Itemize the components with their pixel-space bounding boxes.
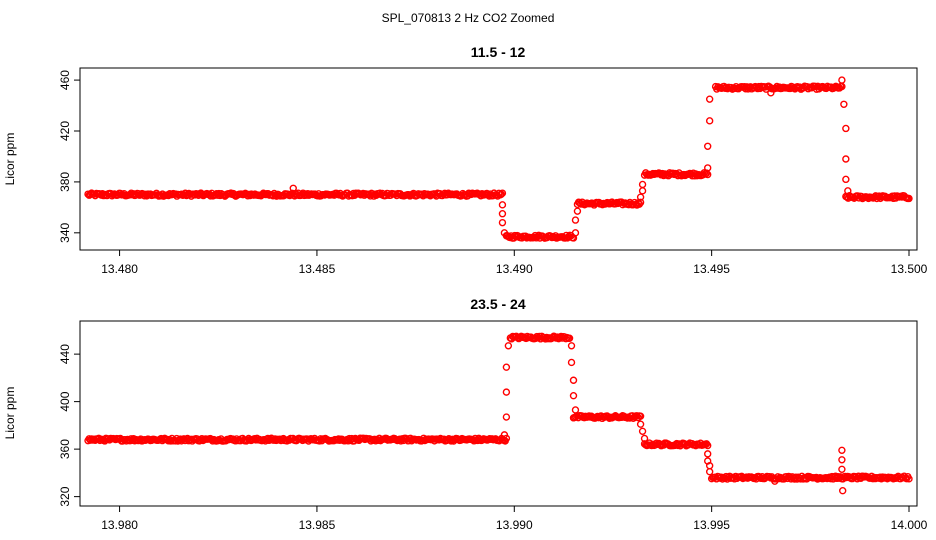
data-point bbox=[838, 456, 846, 464]
data-point bbox=[638, 187, 647, 195]
data-point bbox=[567, 358, 576, 367]
y-tick-label: 460 bbox=[58, 70, 72, 90]
y-axis-label: Licor ppm bbox=[3, 387, 17, 440]
data-point bbox=[571, 406, 580, 414]
y-tick-label: 320 bbox=[58, 486, 72, 506]
y-tick-label: 360 bbox=[58, 439, 72, 459]
x-tick-label: 13.480 bbox=[101, 262, 138, 276]
data-point bbox=[569, 391, 578, 400]
data-point bbox=[496, 190, 505, 199]
data-point bbox=[704, 142, 712, 150]
data-point bbox=[573, 207, 582, 215]
data-points bbox=[84, 76, 913, 242]
y-tick-label: 440 bbox=[58, 344, 72, 364]
panel-title: 23.5 - 24 bbox=[470, 296, 525, 312]
data-point bbox=[767, 89, 775, 97]
x-tick-label: 13.980 bbox=[101, 518, 138, 532]
x-tick-label: 13.990 bbox=[496, 518, 533, 532]
x-tick-label: 13.495 bbox=[693, 262, 730, 276]
data-point bbox=[704, 450, 712, 458]
x-tick-label: 13.485 bbox=[299, 262, 336, 276]
data-point bbox=[705, 117, 714, 125]
y-tick-label: 400 bbox=[58, 391, 72, 411]
data-points bbox=[84, 332, 913, 495]
data-point bbox=[838, 465, 846, 474]
data-point bbox=[905, 194, 913, 203]
axes: 13.980 13.985 13.990 13.995 14.000 320 360 400 4… bbox=[58, 344, 928, 532]
data-point bbox=[705, 467, 714, 476]
data-point bbox=[498, 201, 507, 209]
y-tick-label: 340 bbox=[58, 222, 72, 242]
data-point bbox=[571, 216, 580, 224]
x-tick-label: 13.490 bbox=[496, 262, 533, 276]
data-point bbox=[636, 412, 645, 420]
data-point bbox=[704, 164, 712, 172]
data-point bbox=[636, 198, 645, 207]
chart-panel-bottom: 23.5 - 24 Licor ppm 13.980 13.985 13.990 13… bbox=[3, 296, 928, 532]
axes: 13.480 13.485 13.490 13.495 13.500 340 380 420 4… bbox=[58, 70, 928, 276]
data-point bbox=[771, 477, 779, 485]
data-point bbox=[704, 441, 712, 450]
data-point bbox=[565, 334, 574, 342]
panel-title: 11.5 - 12 bbox=[471, 44, 526, 60]
data-point bbox=[498, 210, 507, 218]
data-point bbox=[571, 229, 580, 237]
data-point bbox=[638, 180, 647, 189]
data-point bbox=[567, 342, 576, 350]
data-point bbox=[705, 95, 714, 103]
data-point bbox=[840, 100, 848, 108]
y-tick-label: 380 bbox=[58, 172, 72, 192]
y-axis-label: Licor ppm bbox=[3, 133, 17, 186]
data-point bbox=[502, 388, 511, 396]
data-point bbox=[838, 446, 846, 455]
data-point bbox=[498, 218, 507, 227]
data-point bbox=[504, 342, 513, 350]
data-point bbox=[905, 475, 913, 483]
data-point bbox=[842, 155, 850, 163]
data-point bbox=[569, 376, 578, 384]
data-point bbox=[842, 124, 850, 133]
y-tick-label: 420 bbox=[58, 121, 72, 141]
data-point bbox=[500, 229, 509, 237]
data-point bbox=[636, 420, 645, 428]
x-tick-label: 13.500 bbox=[891, 262, 928, 276]
data-point bbox=[838, 76, 846, 84]
plot-frame bbox=[79, 320, 918, 507]
data-point bbox=[500, 431, 509, 439]
data-point bbox=[502, 363, 511, 371]
data-point bbox=[640, 434, 649, 443]
data-point bbox=[842, 175, 850, 184]
plot-frame bbox=[79, 67, 918, 251]
data-point bbox=[638, 427, 647, 436]
data-point bbox=[838, 486, 847, 495]
data-point bbox=[844, 187, 852, 195]
chart-panel-top: 11.5 - 12 Licor ppm 13.480 13.485 13.490 13… bbox=[3, 44, 928, 276]
data-point bbox=[289, 184, 297, 192]
figure-title: SPL_070813 2 Hz CO2 Zoomed bbox=[382, 11, 555, 25]
x-tick-label: 14.000 bbox=[891, 518, 928, 532]
data-point bbox=[636, 193, 645, 201]
x-tick-label: 13.995 bbox=[693, 518, 730, 532]
data-point bbox=[502, 413, 511, 421]
x-tick-label: 13.985 bbox=[299, 518, 336, 532]
